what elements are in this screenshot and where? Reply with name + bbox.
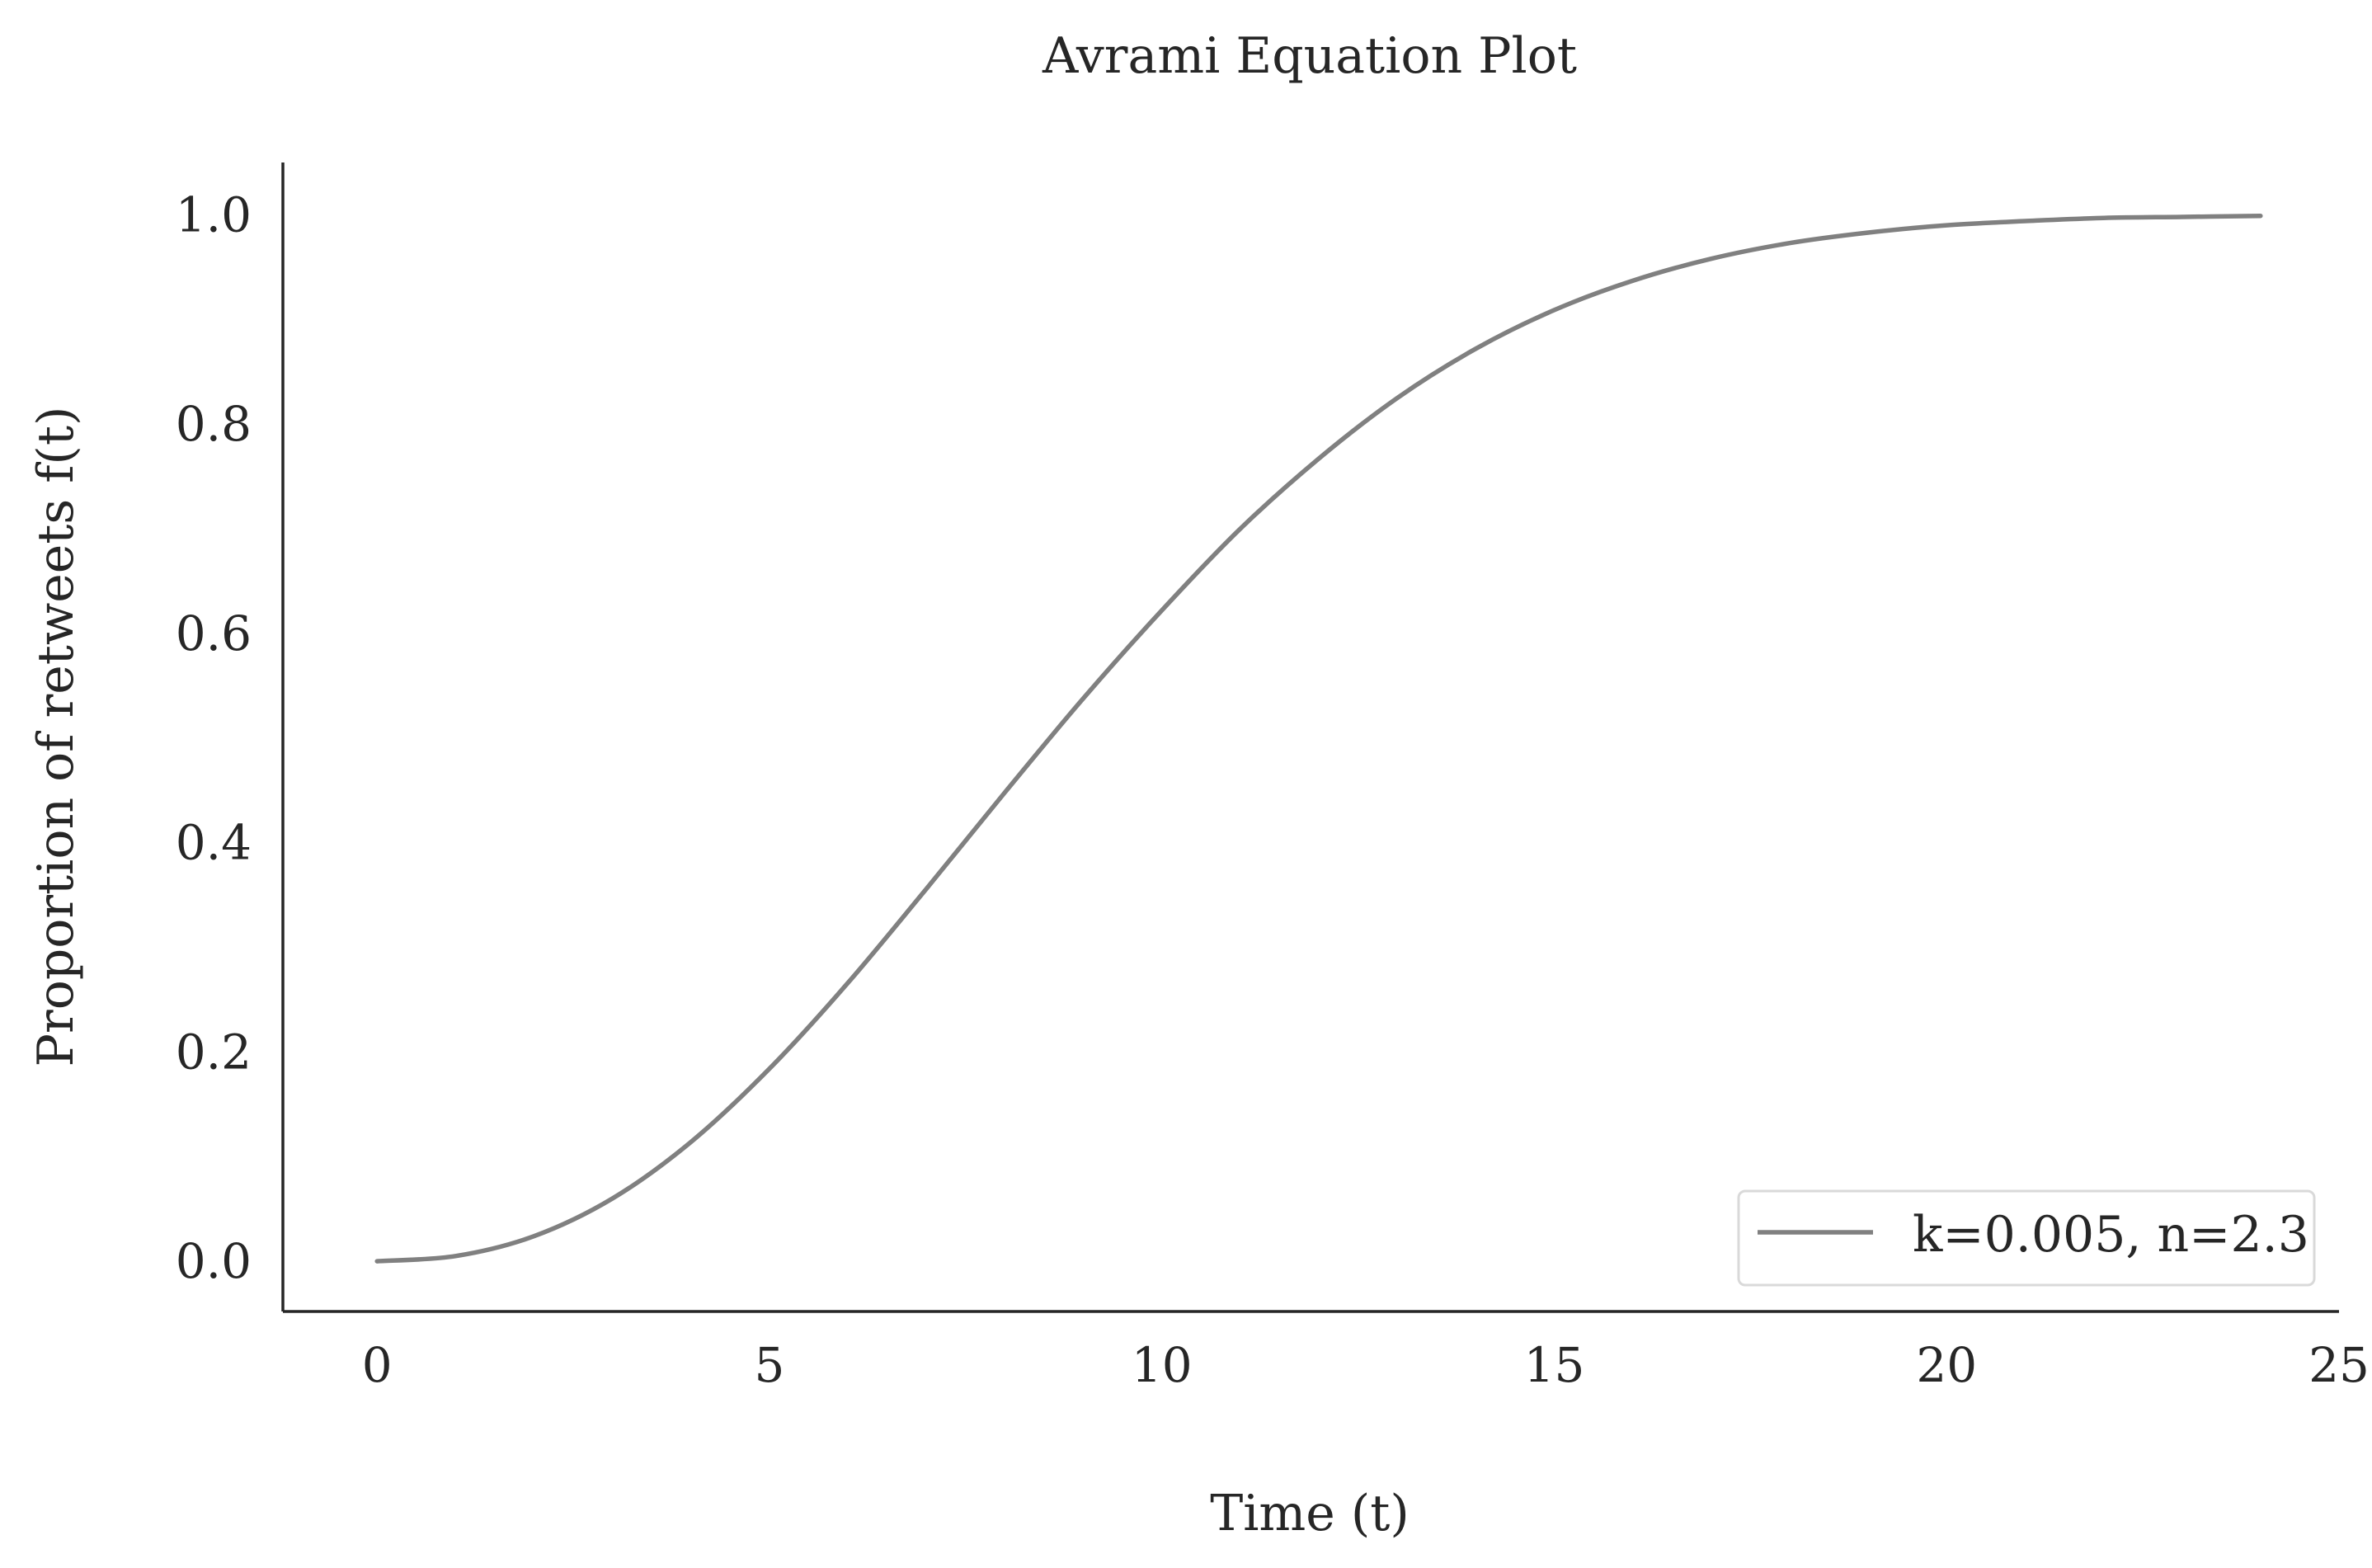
series-layer bbox=[374, 213, 2263, 1264]
x-tick-label: 0 bbox=[362, 1337, 393, 1393]
x-tick-label: 15 bbox=[1524, 1337, 1585, 1393]
plot-area: 0 5 10 15 20 25 0.0 0.2 0.4 0.6 0.8 1.0 bbox=[176, 162, 2370, 1393]
x-tick-labels: 0 5 10 15 20 25 bbox=[362, 1337, 2370, 1393]
x-tick-label: 10 bbox=[1132, 1337, 1193, 1393]
chart-title: Avrami Equation Plot bbox=[1042, 27, 1577, 85]
x-tick-label: 20 bbox=[1916, 1337, 1977, 1393]
legend-box bbox=[1737, 1189, 2316, 1287]
y-tick-label: 0.8 bbox=[176, 396, 252, 452]
y-tick-label: 0.4 bbox=[176, 815, 252, 871]
y-tick-label: 0.6 bbox=[176, 605, 252, 662]
y-tick-label: 0.2 bbox=[176, 1024, 252, 1080]
y-axis-label: Proportion of retweets f(t) bbox=[27, 407, 85, 1067]
x-axis-label: Time (t) bbox=[1210, 1485, 1410, 1542]
x-tick-label: 5 bbox=[754, 1337, 784, 1393]
legend: k=0.005, n=2.3 bbox=[1737, 1189, 2316, 1287]
y-tick-labels: 0.0 0.2 0.4 0.6 0.8 1.0 bbox=[176, 186, 252, 1289]
y-tick-label: 0.0 bbox=[176, 1233, 252, 1289]
series-line bbox=[374, 213, 2263, 1264]
y-tick-label: 1.0 bbox=[176, 186, 252, 242]
x-tick-label: 25 bbox=[2308, 1337, 2370, 1393]
legend-label: k=0.005, n=2.3 bbox=[1913, 1206, 2309, 1264]
